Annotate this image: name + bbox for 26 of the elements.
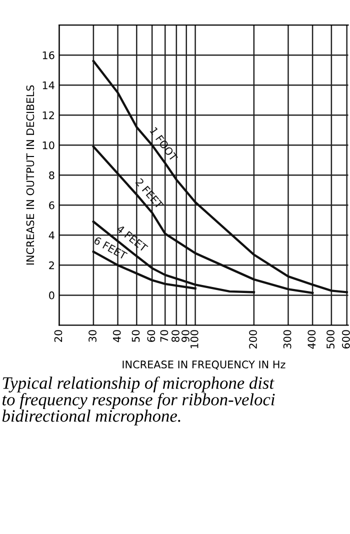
x-tick-label: 200 — [249, 330, 257, 348]
x-tick-label: 100 — [190, 330, 198, 348]
y-tick-label: 4 — [48, 232, 54, 240]
x-tick-label: 20 — [54, 330, 62, 342]
y-tick-label: 10 — [42, 141, 54, 150]
x-tick-label: 90 — [182, 330, 190, 342]
x-axis-title: INCREASE IN FREQUENCY IN Hz — [122, 360, 286, 370]
x-tick-label: 500 — [326, 330, 334, 348]
y-tick-label: 0 — [49, 291, 54, 300]
x-tick-label: 300 — [283, 330, 292, 348]
x-tick-label: 80 — [172, 330, 180, 342]
x-tick-label: 70 — [160, 330, 168, 342]
x-tick-label: 400 — [308, 330, 316, 349]
y-tick-label: 6 — [49, 201, 54, 210]
x-tick-label: 30 — [88, 330, 96, 342]
y-axis-title: INCREASE IN OUTPUT IN DECIBELS — [26, 85, 34, 265]
y-tick-label: 2 — [49, 261, 54, 270]
y-tick-label: 12 — [42, 111, 54, 120]
x-tick-label: 60 — [147, 330, 156, 342]
y-tick-label: 16 — [42, 51, 54, 60]
text: Typical relationship of microphone dist to frequency response for ribbon-veloci bidirectional microphone. — [2, 376, 275, 426]
y-tick-label: 14 — [42, 81, 54, 90]
x-tick-label: 40 — [112, 330, 121, 342]
y-tick-label: 8 — [49, 171, 54, 180]
x-tick-label: 600 — [342, 330, 350, 349]
x-tick-label: 50 — [132, 330, 140, 342]
